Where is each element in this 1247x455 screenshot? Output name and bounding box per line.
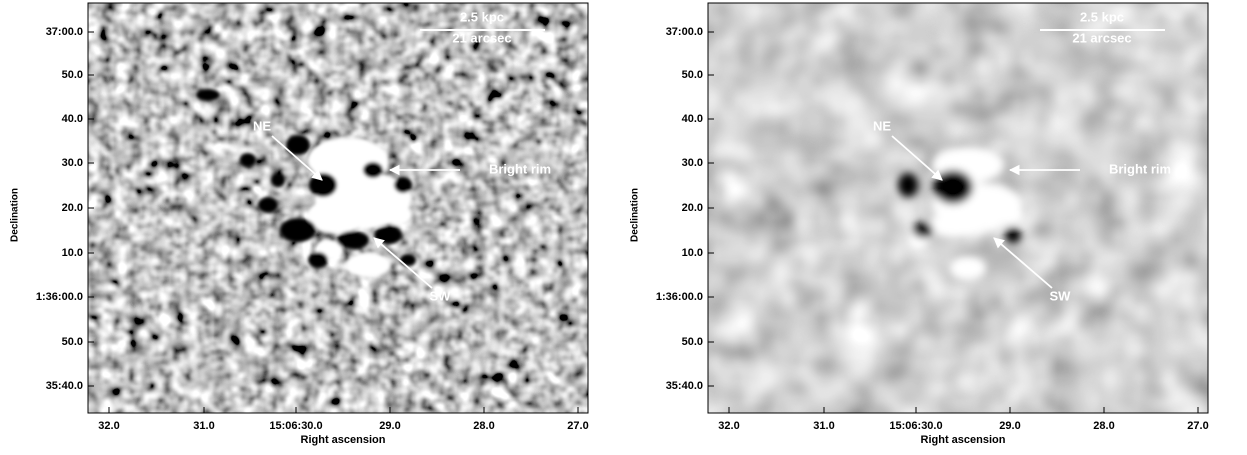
dark-region (400, 254, 416, 266)
dark-region (271, 173, 285, 187)
annotation-sw: SW (1050, 288, 1072, 303)
y-axis-label: Declination (10, 188, 21, 242)
y-tick-label: 50.0 (62, 336, 83, 348)
dark-region (337, 231, 369, 249)
dark-region (286, 135, 310, 155)
scale-bar-top: 2.5 kpc (1080, 9, 1124, 24)
y-tick-label: 37:00.0 (46, 26, 83, 38)
arrow (891, 135, 943, 181)
dark-region (196, 89, 220, 101)
scale-bar-bottom: 21 arcsec (452, 30, 511, 45)
bright-region (992, 205, 1024, 225)
x-tick-label: 31.0 (193, 420, 214, 432)
y-tick-label: 37:00.0 (666, 26, 703, 38)
x-tick-label: 32.0 (718, 420, 739, 432)
y-tick-label: 10.0 (62, 247, 83, 259)
scale-bar-top: 2.5 kpc (460, 9, 504, 24)
x-tick-label: 15:06:30.0 (269, 420, 322, 432)
x-tick-label: 27.0 (567, 420, 588, 432)
dark-region (898, 173, 918, 197)
scale-bar-bottom: 21 arcsec (1072, 30, 1131, 45)
x-tick-label: 32.0 (98, 420, 119, 432)
y-tick-label: 1:36:00.0 (656, 291, 703, 303)
x-axis-label: Right ascension (301, 434, 386, 446)
panel: 37:00.0 50.0 40.0 30.0 20.0 10.0 1:36:00.0 50.0… (10, 2, 589, 446)
y-tick-label: 35:40.0 (46, 380, 83, 392)
x-tick-label: 31.0 (813, 420, 834, 432)
y-tick-label: 30.0 (682, 157, 703, 169)
emission (196, 89, 416, 277)
dark-region (913, 222, 933, 238)
arrow (373, 237, 433, 289)
y-tick-label: 40.0 (62, 113, 83, 125)
annotation-ne: NE (253, 118, 271, 133)
bright-region (346, 253, 390, 277)
bright-region (928, 213, 988, 237)
x-tick-label: 29.0 (999, 420, 1020, 432)
dark-region (309, 173, 337, 197)
dark-region (933, 170, 973, 204)
y-tick-label: 50.0 (682, 69, 703, 81)
dark-region (280, 218, 316, 242)
annotation-ne: NE (873, 118, 891, 133)
annotation-bright-rim: Bright rim (489, 161, 551, 176)
dark-region (308, 252, 328, 268)
bright-region (384, 205, 412, 225)
y-tick-label: 10.0 (682, 247, 703, 259)
panel: 37:00.0 50.0 40.0 30.0 20.0 10.0 1:36:00.0 50.0… (630, 2, 1209, 446)
arrow (993, 237, 1053, 289)
annotation-sw: SW (430, 288, 452, 303)
x-tick-label: 29.0 (379, 420, 400, 432)
y-tick-label: 50.0 (62, 69, 83, 81)
y-axis-label: Declination (630, 188, 641, 242)
x-tick-label: 28.0 (1093, 420, 1114, 432)
dark-region (240, 153, 256, 167)
x-tick-label: 28.0 (473, 420, 494, 432)
y-tick-label: 50.0 (682, 336, 703, 348)
dark-region (258, 197, 278, 213)
y-tick-label: 20.0 (682, 202, 703, 214)
y-tick-label: 30.0 (62, 157, 83, 169)
emission (898, 147, 1024, 280)
bright-region (950, 256, 986, 280)
x-tick-label: 15:06:30.0 (889, 420, 942, 432)
y-tick-label: 40.0 (682, 113, 703, 125)
dark-region (1005, 227, 1021, 243)
dark-region (394, 177, 412, 193)
x-tick-label: 27.0 (1187, 420, 1208, 432)
dark-region (363, 162, 383, 178)
bright-region (308, 197, 368, 233)
arrow (271, 135, 323, 181)
y-tick-label: 1:36:00.0 (36, 291, 83, 303)
annotation-bright-rim: Bright rim (1109, 161, 1171, 176)
x-axis-label: Right ascension (921, 434, 1006, 446)
y-tick-label: 20.0 (62, 202, 83, 214)
y-tick-label: 35:40.0 (666, 380, 703, 392)
